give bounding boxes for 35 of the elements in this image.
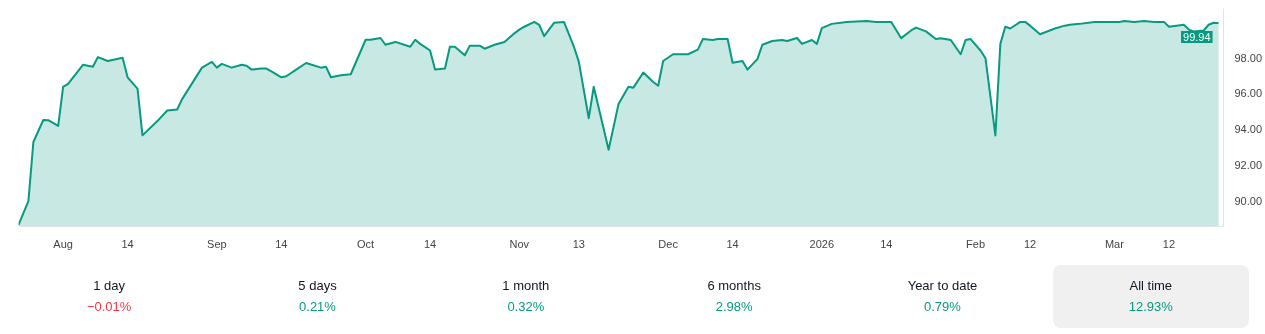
x-tick-label: 12 [1023, 237, 1037, 250]
x-tick-label: Mar [1104, 237, 1125, 250]
text: Year to date [906, 277, 979, 295]
text: 1 month [501, 277, 551, 295]
x-tick-label: Nov [509, 237, 530, 250]
text: 0.79% [923, 297, 962, 316]
x-tick-label: Oct [357, 237, 375, 250]
x-tick-label: Aug [53, 237, 73, 250]
x-tick-label: Sep [207, 237, 227, 250]
text: 0.32% [506, 297, 546, 316]
text: 1 day [92, 277, 127, 295]
text: 2.98% [714, 297, 754, 316]
y-tick-label: 98.00 [1234, 51, 1263, 64]
line-series [18, 20, 1220, 226]
x-tick-label: 12 [1162, 237, 1176, 250]
text: 0.21% [298, 297, 337, 316]
x-tick-label: 2026 [809, 237, 835, 250]
y-tick-label: 92.00 [1234, 158, 1263, 171]
x-tick-label: 14 [121, 237, 134, 250]
x-tick-label: Dec [658, 237, 679, 250]
y-tick-label: 90.00 [1234, 194, 1263, 207]
x-tick-label: 14 [275, 237, 288, 250]
text: 5 days [297, 277, 338, 295]
y-tick-label: 94.00 [1234, 123, 1263, 136]
x-tick-label: 14 [423, 237, 437, 250]
x-tick-label: 13 [572, 237, 585, 250]
text: −0.01% [85, 297, 133, 316]
x-tick-label: Feb [966, 237, 986, 250]
annotation: 99.94 [1183, 30, 1211, 43]
x-tick-label: 14 [726, 237, 739, 250]
text: All time [1128, 277, 1174, 295]
text: 6 months [706, 277, 762, 295]
x-tick-label: 14 [880, 237, 893, 250]
text: 12.93% [1127, 297, 1174, 316]
y-tick-label: 96.00 [1234, 87, 1263, 100]
